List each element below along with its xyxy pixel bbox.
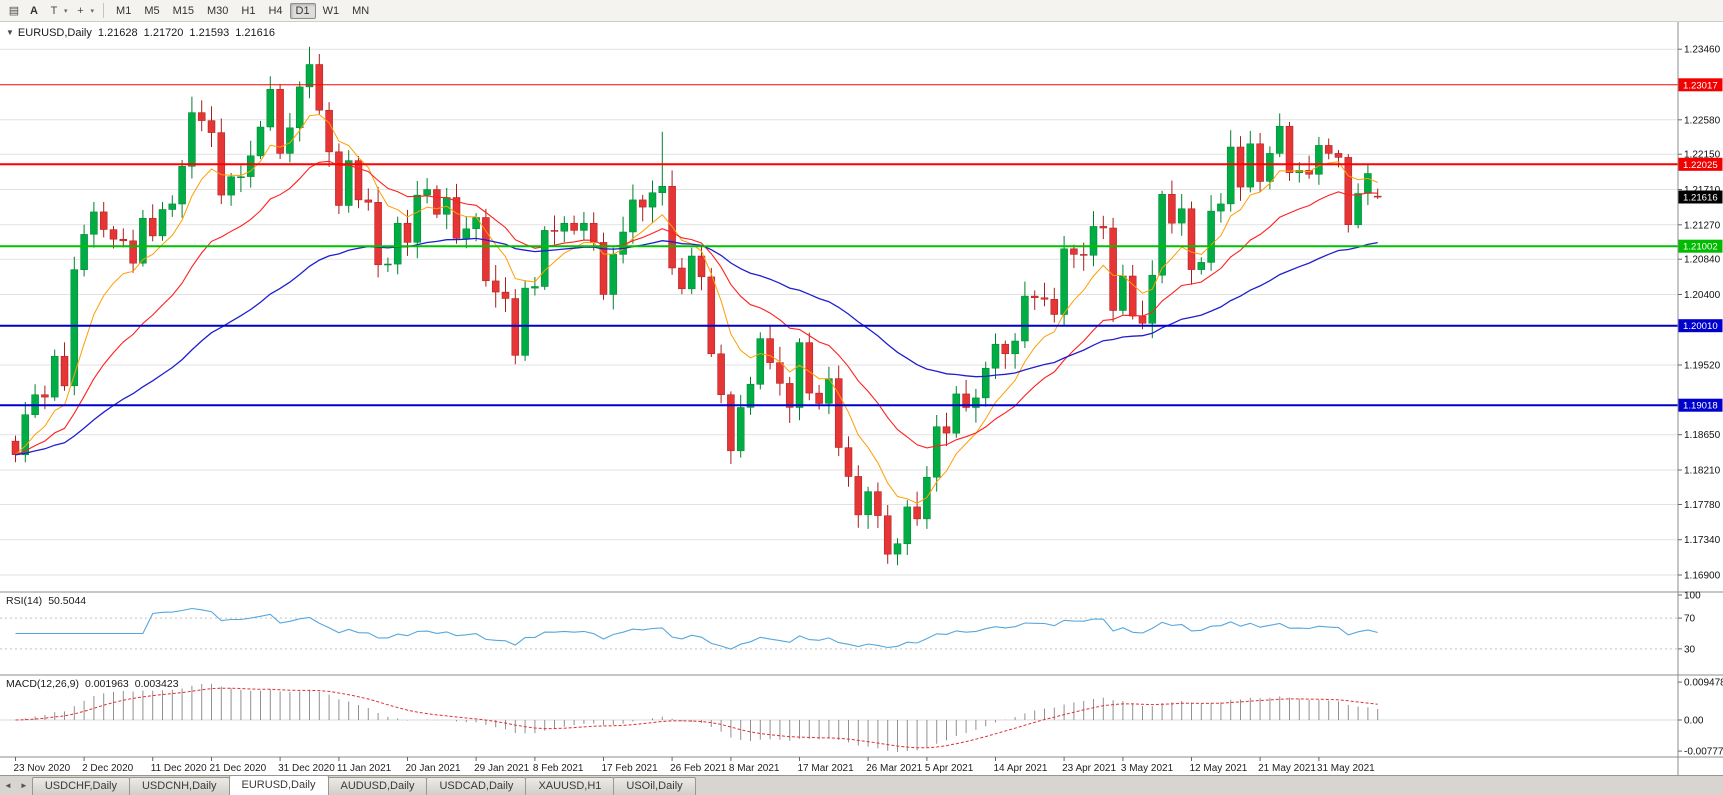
price-axis: 1.23460 1.22580 1.22150 1.21710 1.21270 1.208…	[0, 22, 1723, 775]
text-tool-dropdown-caret[interactable]: ▾	[64, 7, 68, 15]
timeframe-h1[interactable]: H1	[241, 4, 256, 17]
timeframe-mn[interactable]: MN	[352, 4, 370, 17]
chart-tab-audusd[interactable]: AUDUSD,Daily	[327, 777, 428, 795]
timeframe-h4[interactable]: H4	[268, 4, 283, 17]
svg-text:31 Dec 2020: 31 Dec 2020	[278, 763, 335, 774]
tabs-strip: USDCHF,Daily USDCNH,Daily EURUSD,Daily AUDU…	[31, 775, 696, 795]
text-label-icon[interactable]: A	[30, 4, 38, 17]
symbol-period-label: EURUSD,Daily	[17, 27, 92, 39]
macd-main-value: 0.001963	[84, 678, 129, 690]
svg-text:1.22150: 1.22150	[1684, 150, 1721, 161]
chart-canvas[interactable]: 1.23460 1.22580 1.22150 1.21710 1.21270 1.208…	[0, 22, 1723, 775]
svg-text:1.16900: 1.16900	[1684, 570, 1721, 581]
svg-text:23 Nov 2020: 23 Nov 2020	[14, 763, 71, 774]
ohlc-open: 1.21628	[97, 27, 138, 39]
chart-list-icon[interactable]: ▤	[8, 4, 20, 17]
svg-text:1.19520: 1.19520	[1684, 361, 1721, 372]
tabs-scroll-right-icon[interactable]: ►	[19, 781, 28, 790]
chart-tab-xauusd[interactable]: XAUUSD,H1	[525, 777, 615, 795]
svg-text:1.22025: 1.22025	[1683, 160, 1718, 171]
svg-text:-0.00777: -0.00777	[1684, 747, 1723, 758]
timeframe-w1[interactable]: W1	[322, 4, 340, 17]
svg-text:1.23017: 1.23017	[1683, 80, 1718, 91]
toolbar-separator	[103, 3, 105, 18]
svg-text:23 Apr 2021: 23 Apr 2021	[1062, 763, 1116, 774]
svg-text:0.009478: 0.009478	[1684, 678, 1723, 689]
date-axis: 23 Nov 2020 2 Dec 2020 11 Dec 2020 21 Dec 2…	[14, 757, 1375, 774]
moving-averages	[15, 113, 1378, 504]
timeframe-m30[interactable]: M30	[207, 4, 229, 17]
chart-tab-usoil[interactable]: USOil,Daily	[613, 777, 696, 795]
svg-text:20 Jan 2021: 20 Jan 2021	[406, 763, 461, 774]
chart-tab-usdcnh[interactable]: USDCNH,Daily	[128, 777, 230, 795]
svg-text:14 Apr 2021: 14 Apr 2021	[994, 763, 1048, 774]
chart-tab-usdcad[interactable]: USDCAD,Daily	[426, 777, 527, 795]
svg-text:1.20010: 1.20010	[1683, 321, 1718, 332]
svg-text:2 Dec 2020: 2 Dec 2020	[82, 763, 134, 774]
svg-text:1.21616: 1.21616	[1683, 193, 1718, 204]
svg-text:1.21270: 1.21270	[1684, 220, 1721, 231]
tabs-scroll-left-icon[interactable]: ◄	[4, 781, 12, 790]
svg-text:30: 30	[1684, 644, 1696, 655]
svg-text:26 Mar 2021: 26 Mar 2021	[866, 763, 923, 774]
text-tool-icon[interactable]: T	[50, 4, 58, 17]
rsi-value: 50.5044	[48, 595, 87, 607]
svg-text:8 Mar 2021: 8 Mar 2021	[729, 763, 780, 774]
timeframe-d1[interactable]: D1	[289, 2, 316, 19]
crosshair-cursor-icon[interactable]: +	[77, 4, 84, 17]
svg-text:29 Jan 2021: 29 Jan 2021	[474, 763, 529, 774]
timeframes-group: M1 M5 M15 M30 H1 H4 D1 W1 MN	[110, 2, 376, 19]
svg-text:12 May 2021: 12 May 2021	[1190, 763, 1248, 774]
svg-text:11 Jan 2021: 11 Jan 2021	[337, 763, 392, 774]
ohlc-close: 1.21616	[235, 27, 275, 39]
chart-window[interactable]: 1.23460 1.22580 1.22150 1.21710 1.21270 1.208…	[0, 22, 1723, 775]
svg-text:1.21002: 1.21002	[1683, 242, 1718, 253]
chart-tab-usdchf[interactable]: USDCHF,Daily	[31, 777, 130, 795]
svg-text:1.21710: 1.21710	[1684, 185, 1721, 196]
cursor-dropdown-caret[interactable]: ▾	[90, 7, 95, 15]
svg-text:26 Feb 2021: 26 Feb 2021	[670, 763, 727, 774]
svg-text:17 Mar 2021: 17 Mar 2021	[798, 763, 855, 774]
svg-text:5 Apr 2021: 5 Apr 2021	[925, 763, 974, 774]
svg-text:3 May 2021: 3 May 2021	[1121, 763, 1174, 774]
svg-text:31 May 2021: 31 May 2021	[1317, 763, 1375, 774]
macd-signal-value: 0.003423	[134, 678, 179, 690]
timeframe-m1[interactable]: M1	[116, 4, 132, 17]
svg-text:1.23460: 1.23460	[1684, 45, 1721, 56]
svg-text:1.18650: 1.18650	[1684, 430, 1721, 441]
macd-label: MACD(12,26,9) 0.001963 0.003423	[6, 678, 179, 690]
rsi-label: RSI(14) 50.5044	[6, 595, 86, 607]
svg-text:70: 70	[1684, 614, 1696, 625]
chart-title: ▼ EURUSD,Daily 1.21628 1.21720 1.21593 1.2161…	[6, 27, 275, 39]
indicator-panels	[0, 607, 1678, 752]
ohlc-low: 1.21593	[189, 27, 230, 39]
svg-text:1.17340: 1.17340	[1684, 535, 1721, 546]
svg-text:11 Dec 2020: 11 Dec 2020	[151, 763, 207, 774]
svg-text:1.20400: 1.20400	[1684, 290, 1721, 301]
svg-text:8 Feb 2021: 8 Feb 2021	[533, 763, 584, 774]
svg-text:1.18210: 1.18210	[1684, 465, 1721, 476]
ohlc-high: 1.21720	[143, 27, 184, 39]
macd-name: MACD(12,26,9)	[6, 678, 79, 690]
svg-text:21 Dec 2020: 21 Dec 2020	[210, 763, 267, 774]
svg-text:17 Feb 2021: 17 Feb 2021	[602, 763, 659, 774]
svg-text:1.22580: 1.22580	[1684, 115, 1721, 126]
chart-tabs-bar: ◄ ► USDCHF,Daily USDCNH,Daily EURUSD,Daily…	[0, 775, 1723, 795]
timeframe-m5[interactable]: M5	[144, 4, 160, 17]
toolbar: ▤ A T ▾ + ▾ M1 M5 M15 M30 H1 H4 D1 W1 MN	[0, 0, 1723, 22]
svg-text:0.00: 0.00	[1684, 716, 1704, 727]
one-click-trading-arrow[interactable]: ▼	[6, 28, 14, 37]
chart-tab-eurusd[interactable]: EURUSD,Daily	[228, 775, 329, 795]
horizontal-level-lines[interactable]	[0, 84, 1678, 407]
svg-text:21 May 2021: 21 May 2021	[1258, 763, 1316, 774]
svg-text:1.19018: 1.19018	[1683, 401, 1718, 412]
svg-text:1.20840: 1.20840	[1684, 255, 1721, 266]
svg-text:100: 100	[1684, 591, 1701, 602]
svg-text:1.17780: 1.17780	[1684, 500, 1721, 511]
timeframe-m15[interactable]: M15	[172, 4, 194, 17]
rsi-name: RSI(14)	[6, 595, 43, 607]
